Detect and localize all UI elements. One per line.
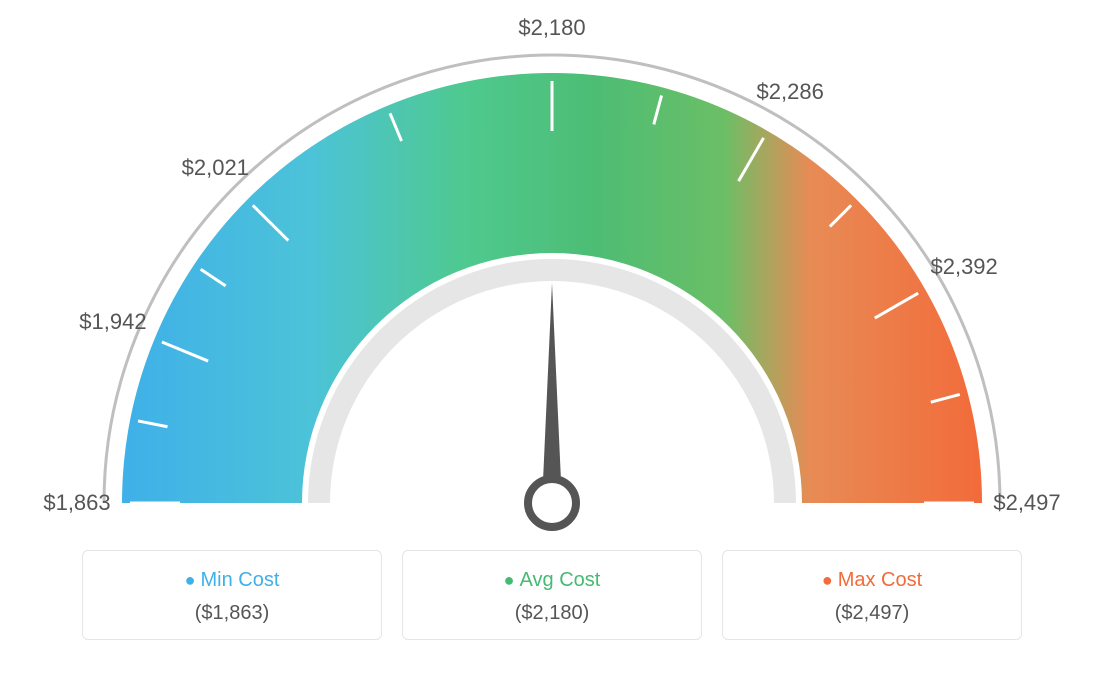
gauge-tick-label: $2,497 [993, 490, 1060, 516]
legend-row: Min Cost ($1,863) Avg Cost ($2,180) Max … [0, 550, 1104, 640]
legend-card-max: Max Cost ($2,497) [722, 550, 1022, 640]
gauge-tick-label: $2,180 [518, 15, 585, 41]
gauge-tick-label: $2,286 [757, 79, 824, 105]
legend-avg-label: Avg Cost [413, 569, 691, 592]
gauge-tick-label: $2,392 [930, 254, 997, 280]
gauge-tick-label: $1,863 [43, 490, 110, 516]
legend-avg-value: ($2,180) [413, 602, 691, 625]
legend-card-min: Min Cost ($1,863) [82, 550, 382, 640]
legend-max-value: ($2,497) [733, 602, 1011, 625]
gauge-tick-label: $2,021 [182, 155, 249, 181]
legend-min-value: ($1,863) [93, 602, 371, 625]
legend-card-avg: Avg Cost ($2,180) [402, 550, 702, 640]
legend-max-label: Max Cost [733, 569, 1011, 592]
gauge-tick-label: $1,942 [79, 309, 146, 335]
gauge-chart: $1,863 $1,942 $2,021 $2,180 $2,286 $2,392 $2,4… [0, 0, 1104, 550]
legend-min-label: Min Cost [93, 569, 371, 592]
